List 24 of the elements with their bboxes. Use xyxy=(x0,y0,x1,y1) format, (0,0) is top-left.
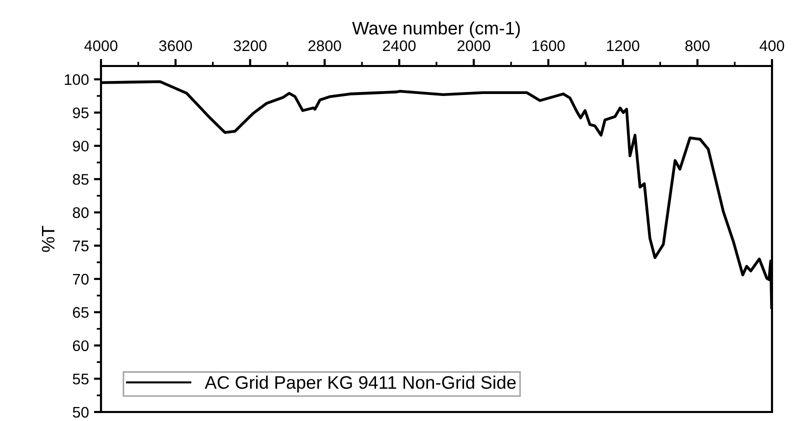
x-tick-label: 1600 xyxy=(532,40,565,52)
y-axis-title: %T xyxy=(42,226,55,252)
x-tick-label: 2800 xyxy=(308,40,342,52)
y-tick-label: 95 xyxy=(72,107,89,118)
x-axis-title: Wave number (cm-1) xyxy=(352,21,520,38)
y-tick-label: 70 xyxy=(72,274,89,285)
y-tick-label: 50 xyxy=(72,406,89,418)
y-tick-label: 75 xyxy=(72,240,89,252)
x-tick-label: 1200 xyxy=(607,40,640,52)
x-tick-label: 3200 xyxy=(234,40,267,52)
x-tick-label: 4000 xyxy=(84,40,118,52)
y-tick-label: 90 xyxy=(72,140,89,152)
y-tick-label: 100 xyxy=(64,74,89,85)
x-tick-label: 3600 xyxy=(159,40,192,52)
y-tick-label: 60 xyxy=(72,340,89,352)
y-tick-label: 85 xyxy=(72,174,89,185)
y-tick-label: 65 xyxy=(72,307,89,318)
y-tick-label: 80 xyxy=(72,207,89,218)
legend-label: AC Grid Paper KG 9411 Non-Grid Side xyxy=(204,376,516,392)
x-tick-label: 400 xyxy=(760,40,784,52)
x-tick-label: 2000 xyxy=(458,40,490,52)
x-tick-label: 800 xyxy=(685,40,710,52)
y-tick-label: 55 xyxy=(72,374,89,384)
x-tick-label: 2400 xyxy=(383,40,416,52)
